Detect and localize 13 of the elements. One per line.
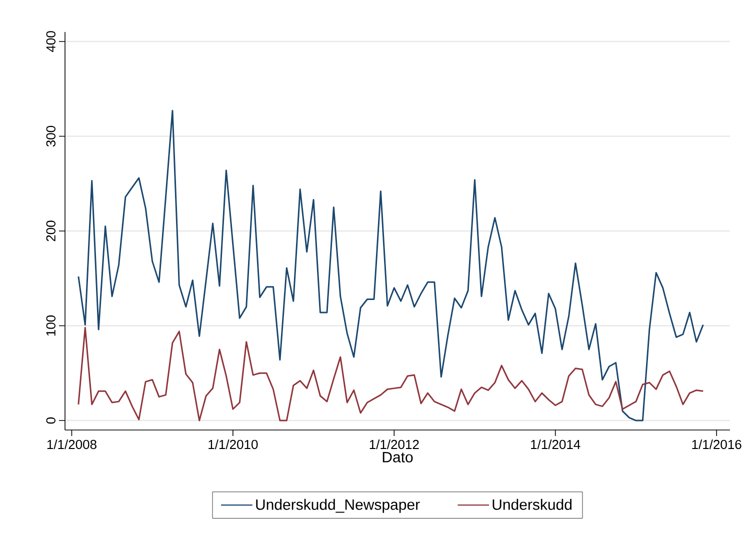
y-tick-label: 300 xyxy=(46,126,56,147)
x-tick-label: 1/1/2012 xyxy=(370,440,419,450)
x-tick-label: 1/1/2014 xyxy=(531,440,580,450)
legend-label: Underskudd_Newspaper xyxy=(256,498,420,513)
x-axis-title: Dato xyxy=(382,452,413,462)
y-tick-label: 0 xyxy=(46,417,56,424)
x-tick-label: 1/1/2016 xyxy=(692,440,742,450)
y-tick-label: 200 xyxy=(46,220,56,242)
y-tick-label: 400 xyxy=(46,31,56,52)
x-tick-label: 1/1/2008 xyxy=(47,440,96,450)
x-tick-label: 1/1/2010 xyxy=(208,440,258,450)
legend-label: Underskudd xyxy=(492,498,572,510)
y-tick-label: 100 xyxy=(46,315,56,336)
